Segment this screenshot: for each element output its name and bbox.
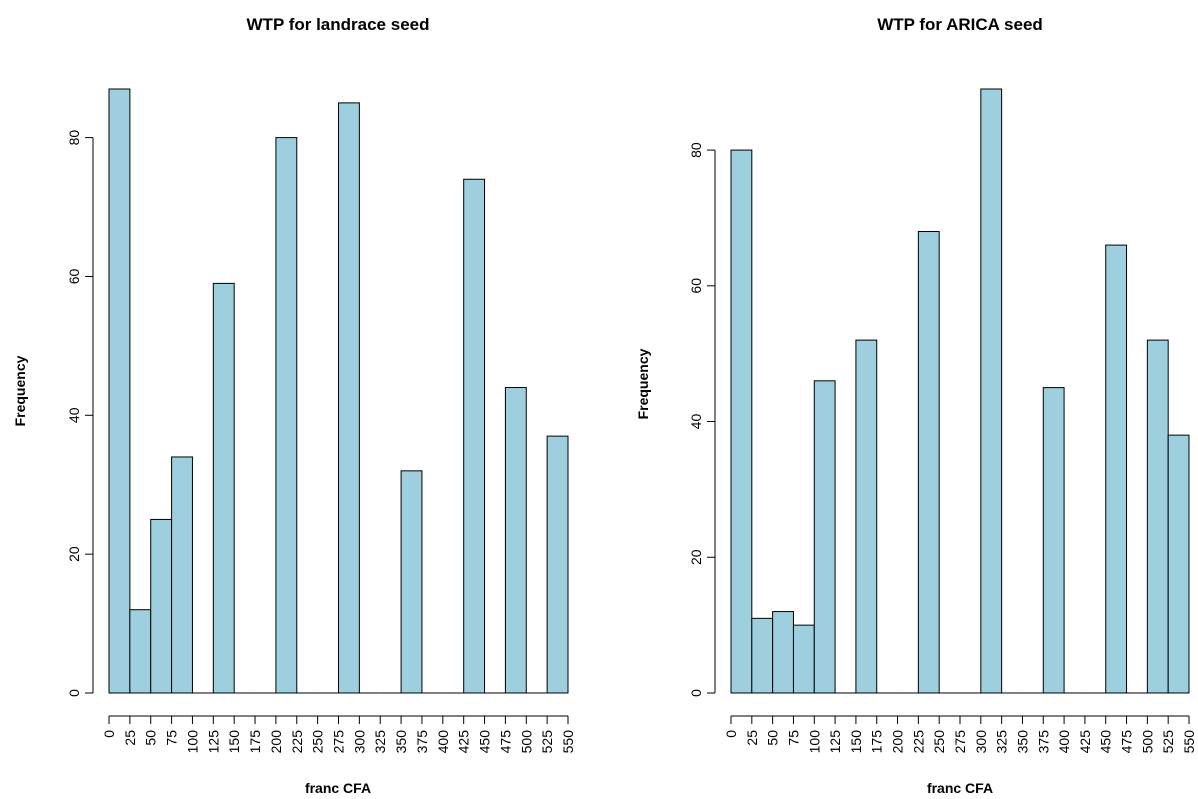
- x-tick-label: 525: [539, 730, 555, 754]
- chart-title: WTP for ARICA seed: [877, 15, 1043, 34]
- x-tick-label: 325: [372, 730, 388, 754]
- histogram-arica: WTP for ARICA seed franc CFA Frequency 0…: [635, 15, 1197, 796]
- y-tick-label: 0: [688, 689, 704, 697]
- x-tick-label: 450: [477, 730, 493, 754]
- histogram-bar: [546, 435, 569, 694]
- histogram-bar: [980, 88, 1003, 694]
- x-tick-label: 150: [848, 730, 864, 754]
- x-axis-label: franc CFA: [927, 780, 993, 796]
- histogram-bar: [212, 282, 235, 694]
- histogram-bar: [1105, 244, 1128, 694]
- x-tick-label: 50: [765, 730, 781, 746]
- x-axis: 0 25 50 75 100 125 150 175 200 225 250 275 300 325 350…: [723, 715, 1197, 754]
- x-tick-label: 150: [226, 730, 242, 754]
- x-tick-label: 125: [827, 730, 843, 754]
- y-axis: 0 20 40 60 80: [688, 142, 716, 697]
- histogram-bar: [275, 137, 298, 694]
- x-tick-label: 275: [952, 730, 968, 754]
- x-tick-label: 475: [497, 730, 513, 754]
- bars: [108, 88, 569, 694]
- x-tick-label: 500: [518, 730, 534, 754]
- y-tick-label: 0: [66, 689, 82, 697]
- x-tick-label: 100: [184, 730, 200, 754]
- histogram-bar: [1146, 339, 1169, 694]
- histogram-bar: [855, 339, 878, 694]
- x-tick-label: 250: [931, 730, 947, 754]
- histogram-bar: [338, 102, 360, 694]
- histogram-bar: [792, 624, 815, 694]
- x-tick-label: 400: [435, 730, 451, 754]
- histogram-bar: [813, 380, 836, 694]
- histogram-bar: [751, 617, 774, 694]
- x-tick-label: 200: [890, 730, 906, 754]
- x-tick-label: 75: [164, 730, 180, 746]
- y-tick-label: 60: [688, 278, 704, 294]
- x-tick-label: 375: [1035, 730, 1051, 754]
- histogram-bar: [400, 470, 423, 694]
- x-tick-label: 175: [869, 730, 885, 754]
- y-tick-label: 40: [688, 414, 704, 430]
- x-tick-label: 0: [723, 730, 739, 738]
- bars: [730, 88, 1190, 694]
- x-tick-label: 550: [560, 730, 576, 754]
- histogram-bar: [1167, 434, 1190, 694]
- y-tick-label: 20: [688, 549, 704, 565]
- x-tick-label: 475: [1119, 730, 1135, 754]
- x-tick-label: 50: [143, 730, 159, 746]
- x-tick-label: 100: [806, 730, 822, 754]
- x-tick-label: 225: [910, 730, 926, 754]
- histogram-bar: [730, 149, 753, 694]
- histogram-bar: [917, 231, 940, 694]
- y-tick-label: 20: [66, 546, 82, 562]
- x-tick-label: 0: [101, 730, 117, 738]
- x-tick-label: 175: [247, 730, 263, 754]
- x-axis-label: franc CFA: [305, 780, 371, 796]
- x-tick-label: 350: [1014, 730, 1030, 754]
- x-tick-label: 300: [351, 730, 367, 754]
- histogram-bar: [150, 518, 173, 694]
- y-tick-label: 80: [688, 142, 704, 158]
- x-tick-label: 375: [414, 730, 430, 754]
- histogram-bar: [463, 178, 486, 694]
- chart-title: WTP for landrace seed: [247, 15, 430, 34]
- x-tick-label: 325: [994, 730, 1010, 754]
- x-tick-label: 550: [1181, 730, 1197, 754]
- x-tick-label: 300: [973, 730, 989, 754]
- x-tick-label: 225: [289, 730, 305, 754]
- x-tick-label: 425: [456, 730, 472, 754]
- x-axis: 0 25 50 75 100 125 150 175 200 225 250 275 300 325 350…: [101, 715, 576, 754]
- histogram-bar: [129, 609, 152, 694]
- histogram-landrace: WTP for landrace seed franc CFA Frequenc…: [12, 15, 576, 796]
- y-tick-label: 60: [66, 268, 82, 284]
- y-axis-label: Frequency: [635, 348, 651, 419]
- x-tick-label: 425: [1077, 730, 1093, 754]
- x-tick-label: 500: [1139, 730, 1155, 754]
- x-tick-label: 350: [393, 730, 409, 754]
- x-tick-label: 75: [785, 730, 801, 746]
- x-tick-label: 400: [1056, 730, 1072, 754]
- x-tick-label: 250: [310, 730, 326, 754]
- x-tick-label: 125: [205, 730, 221, 754]
- histogram-bar: [504, 387, 527, 694]
- x-tick-label: 450: [1098, 730, 1114, 754]
- y-axis-label: Frequency: [12, 355, 28, 426]
- x-tick-label: 200: [268, 730, 284, 754]
- y-tick-label: 40: [66, 407, 82, 423]
- y-tick-label: 80: [66, 130, 82, 146]
- x-tick-label: 25: [122, 730, 138, 746]
- x-tick-label: 25: [744, 730, 760, 746]
- y-axis: 0 20 40 60 80: [66, 130, 94, 697]
- x-tick-label: 525: [1160, 730, 1176, 754]
- histogram-bar: [1042, 387, 1065, 694]
- x-tick-label: 275: [331, 730, 347, 754]
- histogram-bar: [108, 88, 131, 694]
- histogram-bar: [772, 611, 794, 694]
- histogram-bar: [171, 456, 193, 694]
